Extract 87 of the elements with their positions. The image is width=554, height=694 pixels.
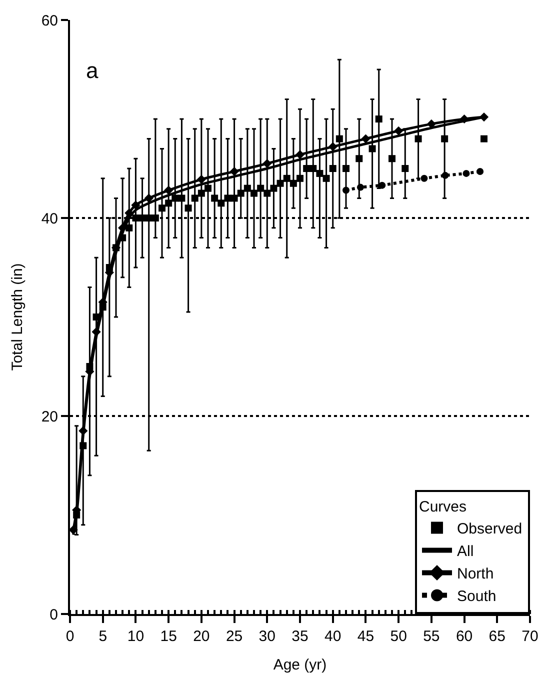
annotation: a	[86, 58, 99, 83]
point	[158, 204, 166, 212]
point	[184, 204, 192, 212]
x-tick-label: 70	[522, 628, 538, 645]
x-tick-label: 55	[423, 628, 440, 645]
point	[476, 168, 484, 175]
x-tick-label: 40	[324, 628, 342, 645]
x-tick-label: 35	[292, 628, 308, 645]
point	[250, 190, 258, 197]
point	[414, 135, 422, 142]
y-tick-label: 40	[41, 210, 58, 228]
point	[224, 194, 232, 202]
y-tick-label: 0	[50, 606, 58, 624]
point	[152, 214, 159, 222]
point	[264, 190, 271, 197]
legend-title: Curves	[419, 498, 467, 516]
point	[402, 165, 409, 172]
point	[211, 194, 218, 202]
y-tick-label: 60	[41, 12, 58, 30]
point	[328, 142, 338, 152]
x-tick-label: 20	[193, 628, 210, 645]
point	[218, 200, 225, 207]
point	[342, 186, 350, 194]
point	[132, 214, 140, 222]
point	[144, 194, 154, 203]
point	[295, 150, 305, 160]
legend-label: Observed	[457, 520, 522, 538]
point	[198, 190, 205, 197]
point	[375, 116, 382, 122]
point	[356, 155, 363, 162]
point	[244, 184, 251, 192]
legend-label: North	[457, 566, 494, 583]
point	[296, 174, 304, 182]
legend-label: All	[457, 543, 474, 560]
point	[322, 174, 330, 182]
point	[230, 194, 238, 202]
point	[270, 184, 278, 192]
x-axis-title: Age (yr)	[273, 656, 327, 674]
y-tick-label: 20	[41, 408, 58, 426]
point	[204, 184, 212, 192]
point	[164, 186, 174, 195]
point	[441, 135, 448, 142]
point	[230, 166, 239, 176]
point	[316, 170, 324, 177]
point	[178, 194, 186, 202]
point	[480, 135, 488, 142]
point	[356, 184, 364, 191]
point	[131, 200, 140, 210]
point	[276, 180, 284, 187]
point	[257, 184, 264, 192]
point	[378, 182, 386, 189]
point	[237, 190, 244, 197]
point	[262, 159, 272, 168]
x-tick-label: 60	[456, 628, 473, 645]
point	[361, 134, 370, 144]
point	[388, 155, 396, 162]
x-tick-label: 0	[66, 628, 74, 645]
point	[145, 214, 152, 222]
point	[191, 194, 198, 202]
point	[479, 112, 489, 122]
legend-label: South	[457, 588, 496, 606]
x-tick-label: 30	[258, 628, 276, 645]
x-tick-label: 5	[98, 628, 108, 645]
x-tick-label: 65	[488, 628, 506, 645]
point	[329, 165, 336, 172]
point	[336, 135, 343, 142]
point	[342, 165, 350, 172]
point	[462, 170, 470, 177]
point	[290, 180, 297, 187]
point	[283, 174, 290, 182]
x-tick-label: 45	[357, 628, 374, 645]
y-axis-title: Total Length (in)	[9, 263, 26, 371]
point	[165, 200, 172, 207]
point	[138, 214, 146, 222]
x-tick-label: 50	[390, 628, 407, 645]
x-tick-label: 15	[160, 628, 177, 645]
point	[460, 114, 469, 124]
point	[368, 145, 376, 152]
x-tick-label: 25	[226, 628, 243, 645]
point	[310, 165, 317, 172]
point	[420, 174, 428, 182]
point	[442, 172, 449, 179]
point	[394, 126, 404, 136]
x-tick-label: 10	[127, 628, 144, 645]
point	[172, 194, 179, 202]
point	[303, 165, 310, 172]
point	[196, 174, 206, 184]
